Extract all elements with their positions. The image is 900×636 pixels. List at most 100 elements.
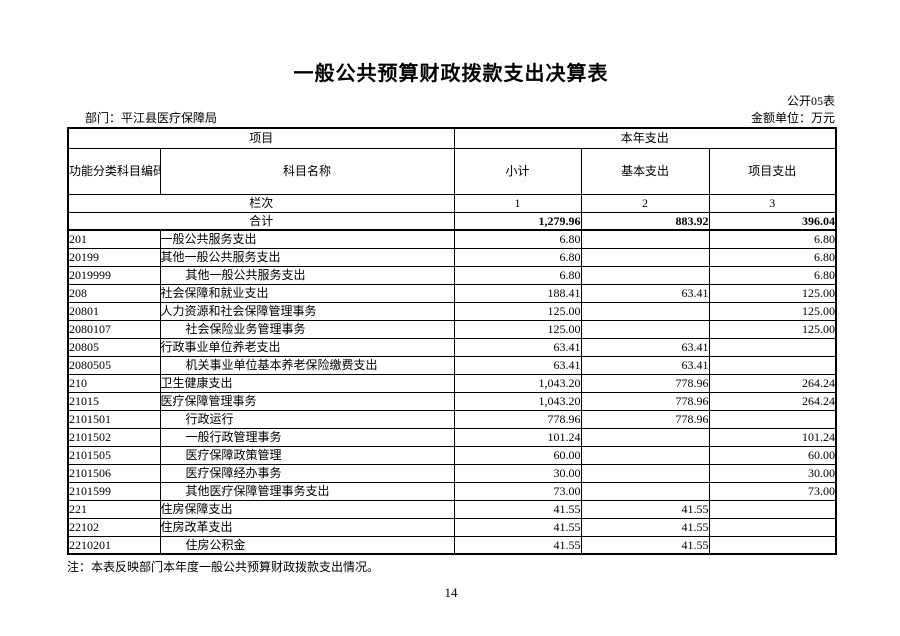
table-row: 20199 其他一般公共服务支出 6.80 6.80 <box>67 247 837 267</box>
budget-table: 项目 本年支出 功能分类科目编码 科目名称 小计 基本支出 项目支出 栏次 1 … <box>67 127 838 555</box>
row-project-expenditure <box>708 409 837 429</box>
table-row: 21015 医疗保障管理事务 1,043.20 778.96 264.24 <box>67 391 837 411</box>
row-basic-expenditure <box>580 481 710 501</box>
row-code: 2080505 <box>67 355 161 375</box>
row-code: 20199 <box>67 247 161 267</box>
row-basic-expenditure <box>580 301 710 321</box>
row-code: 2101505 <box>67 445 161 465</box>
total-project-expenditure: 396.04 <box>708 211 837 231</box>
row-code: 22102 <box>67 517 161 537</box>
row-subtotal: 101.24 <box>453 427 582 447</box>
row-project-expenditure: 264.24 <box>708 373 837 393</box>
header-current-year-expenditure: 本年支出 <box>453 127 837 149</box>
header-project: 项目 <box>67 127 455 149</box>
row-code: 20805 <box>67 337 161 357</box>
row-project-expenditure: 125.00 <box>708 283 837 303</box>
row-subject-name: 行政运行 <box>159 409 455 429</box>
page-content: 一般公共预算财政拨款支出决算表 公开05表 部门：平江县医疗保障局 金额单位：万… <box>67 0 838 601</box>
row-code: 210 <box>67 373 161 393</box>
row-subtotal: 125.00 <box>453 319 582 339</box>
row-basic-expenditure <box>580 319 710 339</box>
row-subject-name: 一般行政管理事务 <box>159 427 455 447</box>
row-basic-expenditure: 778.96 <box>580 409 710 429</box>
total-row: 合计 1,279.96 883.92 396.04 <box>67 211 837 231</box>
row-subtotal: 60.00 <box>453 445 582 465</box>
footnote: 注：本表反映部门本年度一般公共预算财政拨款支出情况。 <box>67 560 380 574</box>
table-row: 201 一般公共服务支出 6.80 6.80 <box>67 229 837 249</box>
table-row: 2101599 其他医疗保障管理事务支出 73.00 73.00 <box>67 481 837 501</box>
row-subtotal: 73.00 <box>453 481 582 501</box>
row-project-expenditure: 6.80 <box>708 247 837 267</box>
row-subject-name: 一般公共服务支出 <box>159 229 455 249</box>
table-row: 208 社会保障和就业支出 188.41 63.41 125.00 <box>67 283 837 303</box>
row-basic-expenditure: 63.41 <box>580 355 710 375</box>
unit-label: 金额单位：万元 <box>750 111 835 125</box>
row-subject-name: 行政事业单位养老支出 <box>159 337 455 357</box>
row-basic-expenditure: 63.41 <box>580 283 710 303</box>
row-subject-name: 住房保障支出 <box>159 499 455 519</box>
row-basic-expenditure <box>580 463 710 483</box>
total-label: 合计 <box>67 211 455 231</box>
row-basic-expenditure <box>580 265 710 285</box>
row-project-expenditure <box>708 499 837 519</box>
row-basic-expenditure: 63.41 <box>580 337 710 357</box>
table-row: 2080505 机关事业单位基本养老保险缴费支出 63.41 63.41 <box>67 355 837 375</box>
row-project-expenditure: 73.00 <box>708 481 837 501</box>
row-project-expenditure: 264.24 <box>708 391 837 411</box>
row-project-expenditure: 6.80 <box>708 265 837 285</box>
row-basic-expenditure: 41.55 <box>580 499 710 519</box>
row-subtotal: 63.41 <box>453 337 582 357</box>
table-row: 20801 人力资源和社会保障管理事务 125.00 125.00 <box>67 301 837 321</box>
row-subject-name: 医疗保障经办事务 <box>159 463 455 483</box>
row-project-expenditure: 101.24 <box>708 427 837 447</box>
header-column-index: 栏次 <box>67 193 455 213</box>
row-subject-name: 其他医疗保障管理事务支出 <box>159 481 455 501</box>
row-code: 2101599 <box>67 481 161 501</box>
table-row: 20805 行政事业单位养老支出 63.41 63.41 <box>67 337 837 357</box>
row-project-expenditure <box>708 337 837 357</box>
row-subject-name: 人力资源和社会保障管理事务 <box>159 301 455 321</box>
header-subtotal: 小计 <box>453 147 582 195</box>
row-subject-name: 其他一般公共服务支出 <box>159 247 455 267</box>
row-basic-expenditure <box>580 247 710 267</box>
table-row: 2101502 一般行政管理事务 101.24 101.24 <box>67 427 837 447</box>
table-row: 2101505 医疗保障政策管理 60.00 60.00 <box>67 445 837 465</box>
row-subtotal: 6.80 <box>453 229 582 249</box>
row-subtotal: 1,043.20 <box>453 391 582 411</box>
row-project-expenditure <box>708 517 837 537</box>
row-code: 221 <box>67 499 161 519</box>
meta-line: 部门：平江县医疗保障局 金额单位：万元 <box>67 111 835 125</box>
row-code: 208 <box>67 283 161 303</box>
row-code: 2210201 <box>67 535 161 555</box>
row-subtotal: 1,043.20 <box>453 373 582 393</box>
header-row-index: 栏次 1 2 3 <box>67 193 837 213</box>
total-basic-expenditure: 883.92 <box>580 211 710 231</box>
header-subject-name: 科目名称 <box>159 147 455 195</box>
row-project-expenditure: 125.00 <box>708 301 837 321</box>
row-subtotal: 41.55 <box>453 499 582 519</box>
table-row: 2210201 住房公积金 41.55 41.55 <box>67 535 837 555</box>
row-code: 2101501 <box>67 409 161 429</box>
row-subtotal: 188.41 <box>453 283 582 303</box>
row-project-expenditure: 6.80 <box>708 229 837 249</box>
row-subtotal: 30.00 <box>453 463 582 483</box>
table-row: 22102 住房改革支出 41.55 41.55 <box>67 517 837 537</box>
header-project-expenditure: 项目支出 <box>708 147 837 195</box>
row-project-expenditure <box>708 535 837 555</box>
row-project-expenditure: 125.00 <box>708 319 837 339</box>
row-basic-expenditure: 41.55 <box>580 517 710 537</box>
page-number: 14 <box>444 585 458 600</box>
row-code: 2101502 <box>67 427 161 447</box>
row-subject-name: 其他一般公共服务支出 <box>159 265 455 285</box>
page-title: 一般公共预算财政拨款支出决算表 <box>293 63 609 85</box>
total-subtotal: 1,279.96 <box>453 211 582 231</box>
row-basic-expenditure <box>580 445 710 465</box>
header-col-1: 1 <box>453 193 582 213</box>
row-basic-expenditure: 778.96 <box>580 391 710 411</box>
department-label: 部门：平江县医疗保障局 <box>85 111 218 125</box>
row-code: 20801 <box>67 301 161 321</box>
row-subtotal: 778.96 <box>453 409 582 429</box>
row-subject-name: 机关事业单位基本养老保险缴费支出 <box>159 355 455 375</box>
row-code: 2080107 <box>67 319 161 339</box>
row-basic-expenditure: 41.55 <box>580 535 710 555</box>
